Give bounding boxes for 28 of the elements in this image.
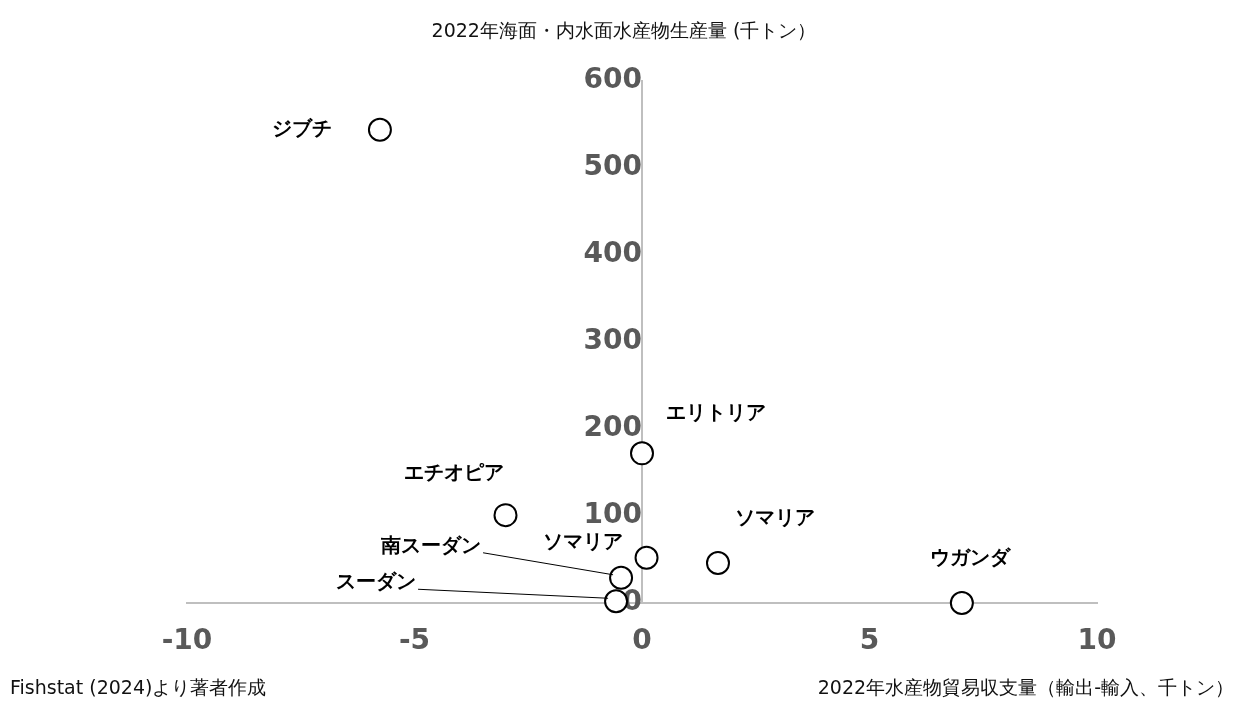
annotation: ソマリア	[542, 528, 623, 553]
point	[630, 441, 654, 466]
annotation: ジブチ	[271, 115, 332, 140]
point	[949, 591, 974, 615]
x-tick-label: 10	[1077, 623, 1117, 657]
y-tick-label: 500	[583, 149, 642, 183]
point	[634, 545, 659, 570]
y-tick-label: 600	[583, 62, 642, 96]
y-tick-label: 300	[583, 323, 642, 357]
text: Fishstat (2024)より著者作成	[10, 675, 267, 700]
annotation: エリトリア	[666, 399, 766, 424]
point	[493, 503, 518, 528]
x-tick-label: 5	[859, 623, 880, 657]
annotation: 南スーダン	[380, 532, 482, 557]
annotation: ソマリア	[734, 505, 815, 530]
y-axis-title: 2022年海面・内水面水産物生産量 (千トン）	[430, 18, 818, 43]
y-tick-label: 100	[583, 497, 642, 531]
y-tick-label: 400	[583, 236, 642, 270]
point	[367, 117, 392, 142]
point	[705, 550, 730, 575]
x-tick-label: -10	[161, 623, 213, 657]
x-tick-label: -5	[398, 623, 431, 657]
annotation: エチオピア	[403, 460, 504, 485]
point	[609, 565, 634, 590]
y-tick-label: 200	[583, 410, 642, 444]
annotation: ウガンダ	[929, 545, 1011, 570]
annotation: スーダン	[336, 569, 417, 594]
x-axis-title: 2022年水産物貿易収支量（輸出-輸入、千トン）	[817, 675, 1234, 700]
